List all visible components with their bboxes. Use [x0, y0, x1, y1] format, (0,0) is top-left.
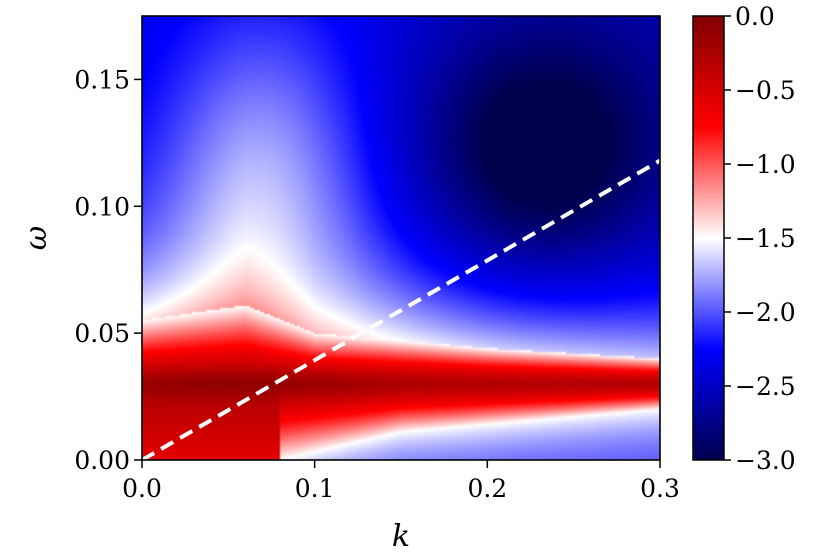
heatmap-image — [142, 16, 660, 460]
dashed-reference-line — [142, 158, 660, 460]
y-tick-label: 0.05 — [74, 319, 130, 348]
x-axis-label: k — [392, 519, 410, 554]
colorbar-tick-label: −2.5 — [735, 372, 796, 401]
x-tick-label: 0.2 — [467, 474, 507, 503]
colorbar-tick-label: −3.0 — [735, 446, 796, 475]
colorbar-tick-label: −0.5 — [735, 76, 796, 105]
x-tick-label: 0.3 — [640, 474, 680, 503]
colorbar-gradient — [692, 15, 725, 461]
y-axis: 0.00 0.05 0.10 0.15 — [74, 65, 142, 475]
heatmap-plot-area — [141, 15, 661, 461]
colorbar-tick-label: −1.5 — [735, 224, 796, 253]
colorbar-tick-label: 0.0 — [735, 2, 775, 31]
plot-frame — [141, 15, 661, 461]
colorbar-ticks: 0.0 −0.5 −1.0 −1.5 −2.0 −2.5 −3.0 — [724, 2, 796, 475]
x-axis: 0.0 0.1 0.2 0.3 — [122, 460, 680, 503]
colorbar-tick-label: −1.0 — [735, 150, 796, 179]
y-tick-label: 0.15 — [74, 65, 130, 94]
colorbar-tick-label: −2.0 — [735, 298, 796, 327]
x-tick-label: 0.0 — [122, 474, 162, 503]
x-tick-label: 0.1 — [295, 474, 335, 503]
colorbar: 0.0 −0.5 −1.0 −1.5 −2.0 −2.5 −3.0 — [692, 2, 796, 475]
y-tick-label: 0.10 — [74, 192, 130, 221]
y-tick-label: 0.00 — [74, 446, 130, 475]
y-axis-label: ω — [19, 226, 54, 250]
